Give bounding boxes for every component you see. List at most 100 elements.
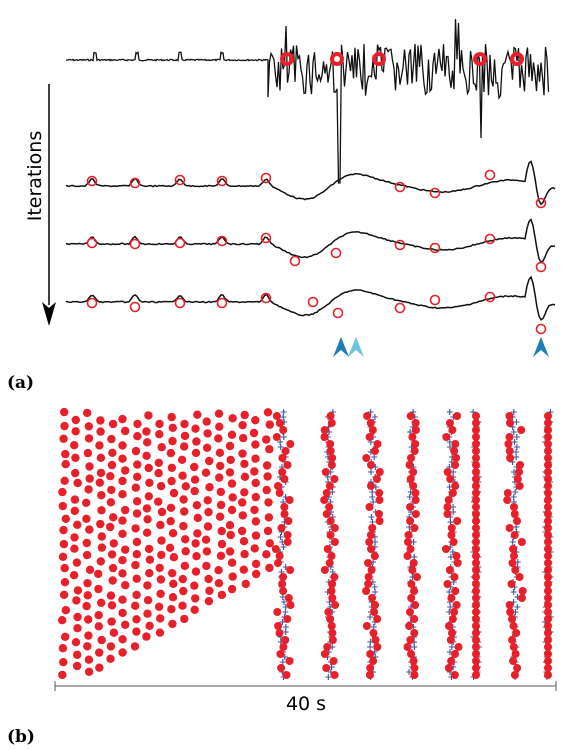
raster-dot xyxy=(544,433,552,441)
raster-dot xyxy=(251,531,261,540)
raster-dot xyxy=(133,432,142,441)
arrowhead-icon xyxy=(533,337,549,357)
raster-dot xyxy=(517,538,526,546)
raster-dot xyxy=(407,594,416,602)
raster-dot xyxy=(84,655,94,664)
raster-dot xyxy=(167,412,176,422)
raster-dot xyxy=(472,650,480,658)
raster-dot xyxy=(364,580,373,588)
raster-dot xyxy=(326,447,335,455)
raster-dot xyxy=(325,559,334,567)
raster-dot xyxy=(109,539,119,548)
raster-dot xyxy=(272,412,281,420)
raster-plus xyxy=(510,429,517,435)
raster-dot xyxy=(155,430,164,439)
raster-dot xyxy=(544,538,552,546)
raster-dot xyxy=(279,573,288,581)
raster-dot xyxy=(190,475,200,484)
raster-dot xyxy=(544,657,552,665)
raster-dot xyxy=(71,468,80,478)
raster-dot xyxy=(325,482,334,490)
raster-dot xyxy=(410,615,419,623)
event-marker-group xyxy=(86,52,547,335)
raster-dot xyxy=(190,581,199,590)
raster-dot xyxy=(472,664,480,672)
raster-dot xyxy=(154,468,163,478)
raster-dot xyxy=(369,657,378,665)
raster-dot xyxy=(191,594,200,603)
raster-dot xyxy=(96,416,105,425)
raster-plus xyxy=(280,599,287,605)
raster-dot xyxy=(410,524,419,532)
raster-dot xyxy=(84,422,94,431)
raster-dot xyxy=(444,496,453,504)
raster-dot xyxy=(96,557,106,566)
raster-dot xyxy=(130,642,140,651)
raster-dot xyxy=(505,447,514,455)
raster-dot xyxy=(73,520,82,529)
raster-plus xyxy=(277,444,284,450)
raster-plus xyxy=(367,409,374,415)
raster-dot xyxy=(518,594,526,602)
raster-dot xyxy=(226,530,235,540)
raster-dot xyxy=(143,609,152,618)
raster-dot xyxy=(515,573,524,581)
raster-dot xyxy=(404,531,413,539)
raster-dot xyxy=(205,483,214,492)
raster-dot xyxy=(272,433,281,441)
raster-dot xyxy=(107,485,116,495)
raster-dot xyxy=(202,443,212,452)
raster-dot xyxy=(275,489,284,497)
raster-dot xyxy=(408,566,417,574)
raster-dot xyxy=(251,478,260,488)
raster-dot xyxy=(144,411,153,420)
raster-dot xyxy=(472,587,480,595)
raster-dot xyxy=(240,549,249,559)
raster-dot xyxy=(544,573,552,581)
raster-dot xyxy=(365,538,374,546)
raster-dot xyxy=(283,461,292,469)
iterations-label: Iterations xyxy=(24,131,46,222)
raster-plus xyxy=(447,519,454,525)
raster-dot xyxy=(448,629,456,637)
raster-dot xyxy=(121,545,130,554)
raster-dot xyxy=(118,556,127,565)
raster-dot xyxy=(193,410,202,419)
raster-dot xyxy=(155,628,165,637)
raster-dot xyxy=(279,426,288,434)
raster-plus xyxy=(280,414,287,420)
raster-dot xyxy=(323,545,332,553)
raster-dot xyxy=(275,419,284,427)
raster-dot xyxy=(410,587,419,595)
raster-dot xyxy=(132,615,141,624)
raster-dot xyxy=(262,485,271,495)
event-marker xyxy=(129,301,141,313)
raster-dot xyxy=(411,419,420,427)
event-marker xyxy=(484,169,496,181)
raster-dot xyxy=(373,440,382,448)
raster-dot xyxy=(251,440,260,449)
arrowhead-icon xyxy=(348,337,364,357)
raster-dot xyxy=(155,563,164,573)
raster-dot xyxy=(132,627,141,636)
raster-plus xyxy=(371,454,378,460)
raster-dot xyxy=(179,521,188,531)
raster-dot xyxy=(328,629,337,637)
raster-dot xyxy=(265,539,274,548)
raster-dot xyxy=(406,545,415,553)
raster-dot xyxy=(410,629,419,637)
raster-dot xyxy=(191,539,200,548)
raster-dot xyxy=(264,513,274,522)
raster-plus xyxy=(368,469,375,475)
raster-dot xyxy=(544,622,552,630)
raster-dot xyxy=(217,526,226,536)
raster-dot xyxy=(328,454,337,462)
raster-plus xyxy=(372,589,379,595)
raster-dot xyxy=(278,454,287,462)
raster-plus xyxy=(367,614,374,620)
raster-plus xyxy=(513,524,520,530)
raster-plus xyxy=(371,414,378,420)
raster-dot xyxy=(506,608,515,616)
raster-dot xyxy=(364,573,373,581)
raster-dot xyxy=(202,561,211,571)
